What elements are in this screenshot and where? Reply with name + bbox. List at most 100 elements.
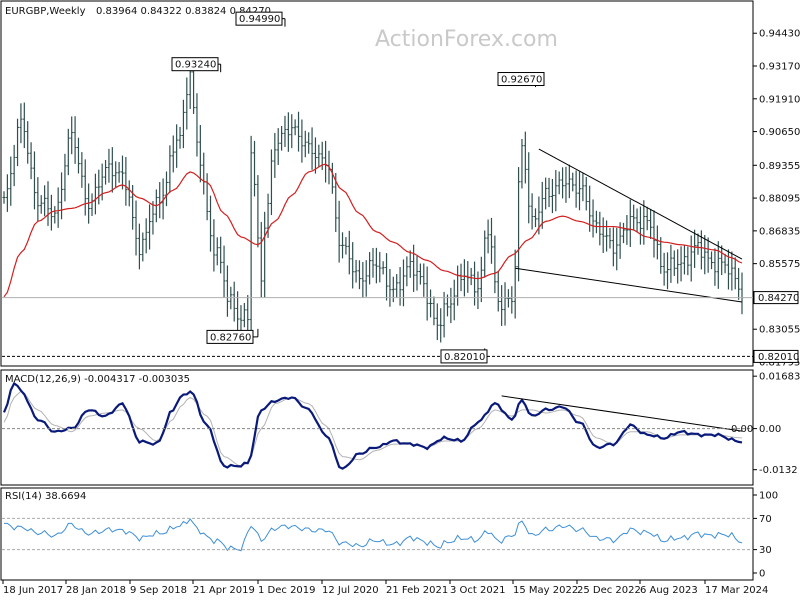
time-tick-label: 3 Oct 2021 xyxy=(450,585,505,596)
price-bar xyxy=(710,251,714,270)
current-price-box xyxy=(753,291,799,305)
price-bar xyxy=(408,250,412,278)
price-panel: EURGBP,Weekly 0.83964 0.84322 0.83824 0.… xyxy=(0,0,800,369)
price-bar xyxy=(334,172,338,233)
price-bar xyxy=(76,137,80,174)
price-tick-label: 0.94430 xyxy=(759,29,800,40)
price-bar xyxy=(12,144,16,187)
macd-tick-label: -0.0132 xyxy=(759,465,798,476)
price-bar xyxy=(168,145,172,193)
price-bar xyxy=(280,125,284,151)
price-bar xyxy=(493,235,497,294)
price-annotation: 0.93240 xyxy=(171,57,222,73)
price-bar xyxy=(26,121,30,164)
price-bar xyxy=(682,245,686,275)
svg-text:0.94990: 0.94990 xyxy=(239,14,280,25)
price-bar xyxy=(307,132,311,154)
price-bar xyxy=(388,268,392,307)
price-bar xyxy=(547,177,551,208)
price-bar xyxy=(713,248,717,286)
price-bar xyxy=(73,116,77,164)
price-bar xyxy=(70,116,74,155)
price-bar xyxy=(686,246,690,276)
price-bar xyxy=(679,246,683,282)
support-price-label: 0.82010 xyxy=(758,352,799,363)
time-tick-label: 6 Aug 2023 xyxy=(640,585,698,596)
price-bar xyxy=(625,215,629,245)
price-bar xyxy=(303,130,307,158)
price-bar xyxy=(605,220,609,252)
price-bar xyxy=(628,199,632,247)
price-bar xyxy=(290,114,294,149)
price-bar xyxy=(615,227,619,271)
price-bar xyxy=(642,200,646,245)
price-bar xyxy=(361,262,365,298)
price-bar xyxy=(171,135,175,173)
price-bar xyxy=(36,177,40,222)
price-bar xyxy=(483,230,487,278)
time-tick-label: 12 Jul 2020 xyxy=(322,585,379,596)
price-bar xyxy=(144,218,148,254)
price-annotation: 0.92670 xyxy=(497,72,545,88)
price-bar xyxy=(425,266,429,321)
price-bar xyxy=(19,103,23,144)
price-bar xyxy=(513,249,517,319)
price-bar xyxy=(652,210,656,258)
price-bar xyxy=(540,181,544,229)
price-bar xyxy=(439,308,443,343)
price-bar xyxy=(517,167,521,282)
price-bar xyxy=(60,172,64,220)
price-bar xyxy=(385,253,389,301)
price-bar xyxy=(581,173,585,202)
price-bar xyxy=(544,177,548,210)
price-bar xyxy=(496,271,500,312)
price-bar xyxy=(584,176,588,211)
moving-average-line xyxy=(3,163,743,298)
rsi-line xyxy=(3,518,743,552)
macd-panel-frame xyxy=(0,369,754,486)
price-bar xyxy=(723,253,727,274)
price-bar xyxy=(212,219,216,272)
price-bar xyxy=(412,244,416,292)
price-bar xyxy=(209,195,213,252)
price-bar xyxy=(666,252,670,290)
price-bar xyxy=(479,256,483,303)
price-bar xyxy=(445,294,449,317)
time-tick-label: 15 May 2022 xyxy=(513,585,578,596)
price-bar xyxy=(283,115,287,147)
price-bar xyxy=(418,263,422,285)
price-bar xyxy=(449,287,453,324)
price-bar xyxy=(676,249,680,284)
price-bar xyxy=(659,237,663,274)
price-bar xyxy=(520,138,524,189)
price-bar xyxy=(564,166,568,203)
price-bar xyxy=(523,131,527,184)
rsi-tick-label: 100 xyxy=(759,491,778,502)
price-bar xyxy=(672,250,676,276)
macd-tick-label: 0.016838 xyxy=(759,372,800,383)
price-bar xyxy=(510,286,514,314)
price-bar xyxy=(476,271,480,310)
price-bar xyxy=(618,222,622,259)
rsi-panel: RSI(14) 38.6694 100 70 30 0 xyxy=(0,487,778,581)
macd-tick-label: 0.00 xyxy=(759,424,781,435)
time-tick-label: 18 Jun 2017 xyxy=(3,585,63,596)
price-tick-label: 0.91910 xyxy=(759,94,800,105)
price-bar xyxy=(242,302,246,328)
price-bar xyxy=(733,257,737,290)
price-bar xyxy=(503,282,507,326)
price-bar xyxy=(405,256,409,287)
macd-trendline xyxy=(501,395,743,432)
price-bar xyxy=(533,208,537,228)
price-bar xyxy=(706,237,710,273)
price-bar xyxy=(341,232,345,259)
price-bar xyxy=(374,247,378,284)
price-bar xyxy=(578,171,582,211)
price-bar xyxy=(297,111,301,152)
price-bar xyxy=(632,204,636,230)
time-tick-label: 9 Sep 2018 xyxy=(130,585,187,596)
price-bar xyxy=(273,132,277,178)
price-bar xyxy=(5,174,9,212)
watermark: ActionForex.com xyxy=(375,27,558,52)
price-bar xyxy=(134,200,138,256)
